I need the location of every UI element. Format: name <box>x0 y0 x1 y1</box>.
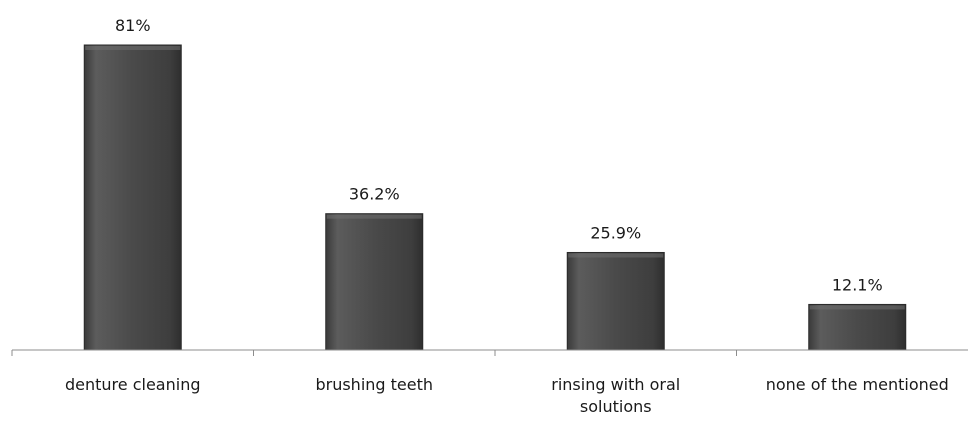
bar-4 <box>808 303 907 351</box>
category-label-4: none of the mentioned <box>766 375 949 394</box>
category-label-3: rinsing with oral solutions <box>551 375 680 416</box>
bar-1 <box>83 44 182 351</box>
data-label-2: 36.2% <box>349 185 400 204</box>
category-label-2: brushing teeth <box>315 375 433 394</box>
data-label-3: 25.9% <box>590 223 641 242</box>
labels-layer: 81% denture cleaning 36.2% brushing teeth 25… <box>65 16 949 416</box>
bar-3-bevel <box>568 253 664 258</box>
category-label-1: denture cleaning <box>65 375 200 394</box>
data-label-1: 81% <box>115 16 151 35</box>
bar-2-bevel <box>326 214 422 219</box>
data-label-4: 12.1% <box>832 275 883 294</box>
bars-layer <box>83 44 907 351</box>
bar-2 <box>325 213 424 351</box>
x-axis <box>11 349 968 356</box>
bar-4-bevel <box>809 305 905 310</box>
bar-3 <box>566 251 665 351</box>
bar-1-bevel <box>85 46 181 50</box>
